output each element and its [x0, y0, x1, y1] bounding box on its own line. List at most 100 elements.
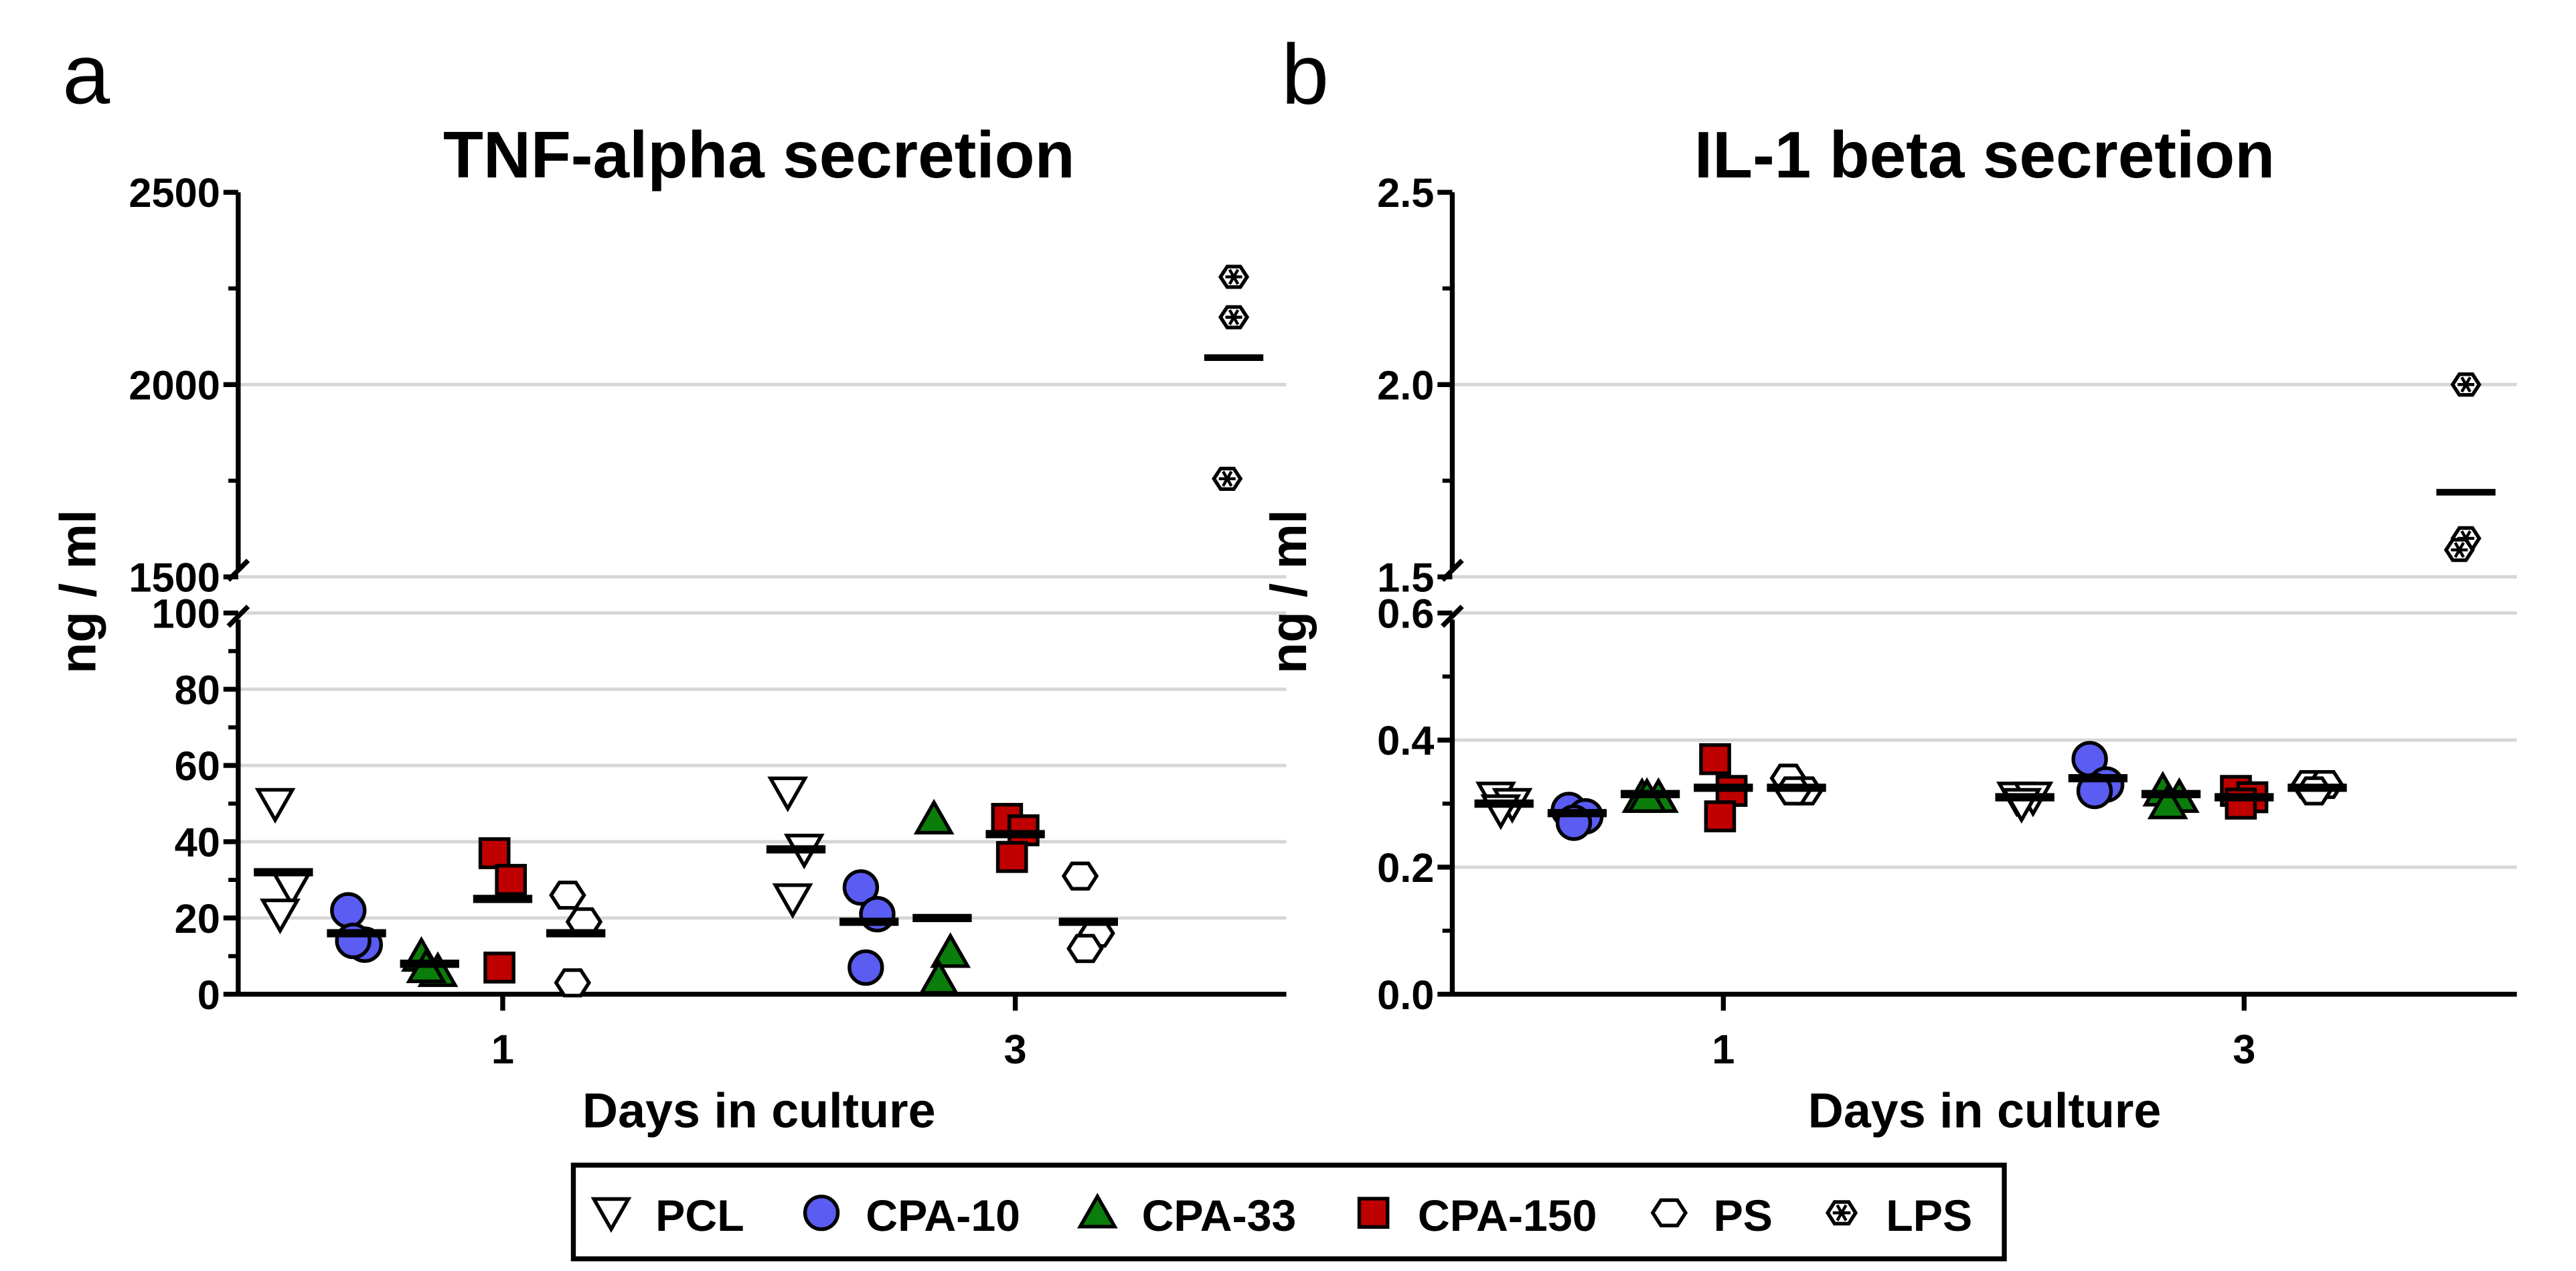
ps-point	[549, 881, 586, 910]
y-axis-label: ng / ml	[50, 510, 106, 674]
tnf-alpha-chart: TNF-alpha secretion Days in culture ng / m…	[50, 118, 1287, 1138]
series-lps	[2436, 372, 2496, 563]
series-cpa-10	[1547, 741, 2128, 841]
cpa-33-point	[2147, 783, 2188, 820]
cpa-10-point	[848, 949, 884, 986]
y-tick-label: 0.2	[1377, 845, 1434, 891]
x-axis-label: Days in culture	[582, 1083, 936, 1138]
circle-marker	[803, 1194, 840, 1231]
legend-label: CPA-33	[1142, 1191, 1297, 1241]
panel-label-a: a	[62, 27, 110, 123]
lps-point	[1825, 1200, 1858, 1226]
y-axis-label: ng / ml	[1261, 510, 1317, 674]
square-marker	[1357, 1197, 1390, 1229]
y-tick-label: 100	[151, 591, 220, 637]
hexagon-marker	[1650, 1198, 1688, 1227]
series-cpa-33	[400, 798, 972, 995]
panel-label-b: b	[1281, 27, 1329, 123]
square-marker	[1704, 800, 1737, 832]
pcl-point	[767, 776, 809, 812]
lps-point	[1218, 265, 1250, 289]
hexagon-marker	[549, 881, 586, 910]
y-tick-label: 2000	[129, 362, 220, 408]
series-ps	[1767, 763, 2347, 806]
legend: PCL CPA-10 CPA-33 CPA-150 PS LPS	[570, 1163, 2007, 1262]
y-tick-label: 0.0	[1377, 972, 1434, 1019]
y-tick-label: 2.5	[1377, 170, 1434, 216]
y-tick-label: 0.4	[1377, 718, 1434, 764]
axis-break-mark	[226, 604, 250, 628]
circle-marker	[330, 892, 367, 929]
cpa-150-point	[995, 840, 1028, 873]
triangle-down-marker	[254, 788, 296, 824]
asterisk-stroke	[1228, 269, 1240, 285]
y-tick-label: 2.0	[1377, 362, 1434, 408]
legend-item-ps: PS	[1650, 1191, 1773, 1241]
cpa-150-point	[1699, 743, 1731, 775]
x-tick-label: 3	[2233, 1027, 2255, 1073]
square-marker	[495, 864, 528, 896]
cpa-150-point	[1704, 800, 1737, 832]
asterisk-stroke	[1222, 471, 1233, 487]
series-pcl	[254, 776, 826, 935]
legend-item-cpa-150: CPA-150	[1357, 1191, 1597, 1241]
x-tick-label: 1	[491, 1027, 514, 1073]
triangle-down-marker	[767, 776, 809, 812]
pcl-point	[590, 1197, 632, 1233]
y-tick-label: 80	[175, 667, 220, 713]
legend-item-cpa-10: CPA-10	[803, 1191, 1020, 1241]
y-tick-label: 2500	[129, 170, 220, 216]
triangle-down-marker	[772, 883, 813, 919]
square-marker	[483, 952, 515, 984]
asterisk-stroke	[1836, 1204, 1848, 1221]
cpa-150-point	[1357, 1197, 1390, 1229]
asterisk-stroke	[2460, 376, 2472, 393]
legend-label: LPS	[1886, 1191, 1972, 1241]
series-ps	[546, 861, 1119, 998]
il1-beta-chart: IL-1 beta secretion Days in culture ng / m…	[1261, 118, 2517, 1138]
y-tick-label: 1500	[129, 554, 220, 601]
pcl-point	[254, 788, 296, 824]
cpa-150-point	[478, 837, 511, 869]
cpa-150-point	[495, 864, 528, 896]
series-lps	[1204, 265, 1264, 492]
lps-point	[1218, 305, 1250, 329]
lps-point	[2450, 372, 2482, 397]
series-pcl	[1474, 781, 2055, 830]
series-cpa-10	[327, 869, 899, 986]
cpa-150-point	[483, 952, 515, 984]
y-tick-label: 0.6	[1377, 591, 1434, 637]
triangle-up-marker	[918, 959, 959, 995]
series-cpa-33	[1620, 771, 2201, 820]
cpa-10-point	[803, 1194, 840, 1231]
hexagon-marker	[1061, 861, 1099, 891]
x-tick-label: 1	[1712, 1027, 1735, 1073]
series-cpa-150	[473, 802, 1045, 984]
cpa-10-point	[330, 892, 367, 929]
square-marker	[995, 840, 1028, 873]
x-tick-label: 3	[1004, 1027, 1027, 1073]
series-cpa-150	[1694, 743, 2274, 832]
ps-point	[1061, 861, 1099, 891]
ps-point	[554, 968, 592, 998]
hexagon-marker	[1066, 933, 1104, 964]
lps-point	[1212, 466, 1243, 492]
legend-label: PS	[1714, 1191, 1773, 1241]
circle-marker	[848, 949, 884, 986]
hexagon-marker	[554, 968, 592, 998]
pcl-point	[260, 898, 301, 935]
triangle-up-marker	[930, 932, 971, 968]
pcl-point	[772, 883, 813, 919]
legend-label: CPA-10	[866, 1191, 1020, 1241]
y-tick-label: 0	[197, 972, 220, 1019]
triangle-down-marker	[260, 898, 301, 935]
y-tick-label: 40	[175, 820, 220, 866]
legend-label: CPA-150	[1418, 1191, 1597, 1241]
ps-point	[1650, 1198, 1688, 1227]
cpa-33-point	[1076, 1193, 1118, 1229]
chart-title: IL-1 beta secretion	[1694, 118, 2275, 192]
y-tick-label: 20	[175, 896, 220, 942]
legend-item-lps: LPS	[1825, 1191, 1972, 1241]
square-marker	[1699, 743, 1731, 775]
